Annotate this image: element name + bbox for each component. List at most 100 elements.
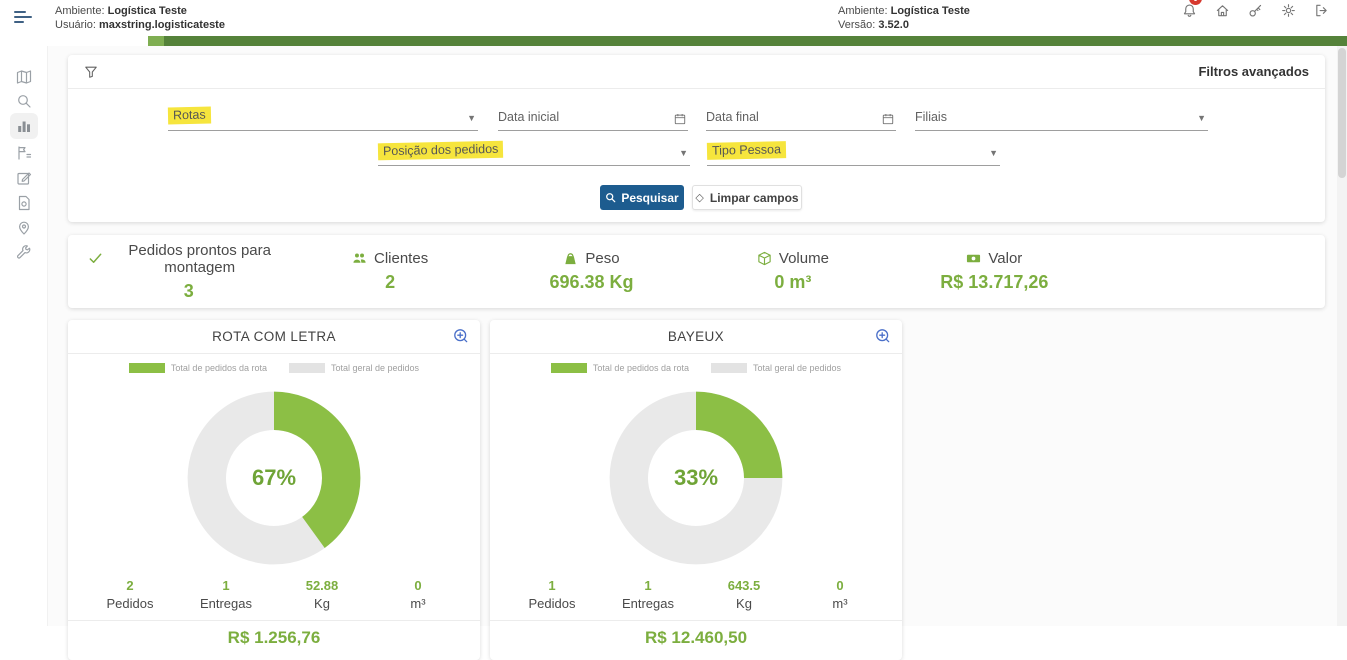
summary-value: 2 [385,272,396,292]
data-final-input[interactable]: Data final [706,103,896,131]
cube-icon [758,251,771,266]
map-icon [16,70,32,84]
chevron-down-icon: ▼ [679,148,688,158]
environment-info-left: Ambiente: Logística Teste Usuário: maxst… [55,4,225,32]
check-icon [89,253,102,263]
calendar-icon[interactable] [674,112,686,125]
summary-volume: Volume 0 m³ [692,250,893,293]
stat-label: Pedidos [528,596,576,611]
main-content: Filtros avançados Rotas ▼ Data inicial D… [48,46,1347,660]
money-icon [967,254,981,263]
expand-card-button[interactable] [452,328,470,346]
stat-label: Entregas [199,596,253,611]
summary-value: 0 m³ [774,272,812,292]
top-header: Ambiente: Logística Teste Usuário: maxst… [0,0,1347,36]
user-value: maxstring.logisticateste [99,19,225,31]
summary-peso: Peso 696.38 Kg [491,250,692,293]
chevron-down-icon: ▼ [1197,113,1206,123]
env-value: Logística Teste [107,5,187,17]
summary-valor: Valor R$ 13.717,26 [894,250,1095,293]
summary-pedidos-prontos: Pedidos prontos para montagem 3 [88,242,289,302]
route-card-title: ROTA COM LETRA [212,329,336,344]
home-icon [1216,5,1228,17]
document-gear-icon [18,195,30,211]
version-value: 3.52.0 [878,19,909,31]
route-card-stats: 2 Pedidos 1 Entregas 52.88 Kg 0 m³ [68,578,480,611]
logout-button[interactable] [1309,0,1333,18]
search-button[interactable]: Pesquisar [600,185,684,210]
filiais-select[interactable]: Filiais ▼ [915,103,1208,131]
donut-legend: Total de pedidos da rota Total geral de … [490,358,902,378]
sidebar-item-documents[interactable] [10,190,38,216]
summary-label: Volume [778,250,829,267]
sidebar-item-search[interactable] [10,88,38,114]
home-button[interactable] [1210,0,1234,18]
sidebar-item-edit[interactable] [10,165,38,191]
stat-label: Entregas [621,596,675,611]
scrollbar-thumb[interactable] [1338,48,1346,178]
legend-swatch-rota [128,363,165,373]
stat-value: 1 [644,578,652,593]
chevron-down-icon: ▼ [989,148,998,158]
donut-chart: 33% [600,382,792,574]
tipo-pessoa-label: Tipo Pessoa [706,141,787,160]
sidebar [0,46,48,626]
divider [68,620,480,621]
filter-funnel-icon[interactable] [84,65,98,79]
route-card-stats: 1 Pedidos 1 Entregas 643.5 Kg 0 m³ [490,578,902,611]
stat-label: m³ [832,596,848,611]
scrollbar [1337,46,1347,626]
summary-label: Pedidos prontos para montagem [128,241,271,276]
hamburger-menu-icon[interactable] [14,9,34,27]
tipo-pessoa-select[interactable]: Tipo Pessoa ▼ [706,138,1000,166]
notification-badge: 0 [1189,0,1202,5]
stat-value: 643.5 [727,578,761,593]
chevron-down-icon: ▼ [467,113,476,123]
settings-button[interactable] [1276,0,1300,18]
summary-label: Peso [585,250,620,267]
user-label: Usuário: [55,19,96,31]
data-inicial-input[interactable]: Data inicial [498,103,688,131]
filiais-label: Filiais [915,110,947,124]
version-label: Versão: [838,19,876,31]
summary-value: R$ 13.717,26 [940,272,1049,292]
summary-label: Valor [988,250,1023,267]
clear-button-label: Limpar campos [709,190,799,205]
summary-value: 696.38 Kg [549,272,634,292]
stat-value: 52.88 [305,578,339,593]
posicao-pedidos-select[interactable]: Posição dos pedidos ▼ [377,138,690,166]
route-card-bayeux: BAYEUX Total de pedidos da rota Total ge… [490,320,902,660]
legend-label: Total geral de pedidos [331,363,420,373]
expand-card-button[interactable] [874,328,892,346]
stat-value: 1 [548,578,556,593]
clear-fields-button[interactable]: ◇ Limpar campos [692,185,802,210]
search-button-label: Pesquisar [621,190,679,205]
bar-chart-icon [18,121,30,132]
data-inicial-label: Data inicial [498,110,560,124]
legend-label: Total de pedidos da rota [170,363,267,373]
summary-value: 3 [183,280,194,301]
sidebar-item-routes[interactable] [10,140,38,166]
accent-bar-segment [148,36,164,46]
sidebar-item-locations[interactable] [10,215,38,241]
donut-percent-label: 67% [251,465,297,490]
sidebar-item-tools[interactable] [10,240,38,266]
header-actions: 0 [1177,0,1333,18]
sidebar-item-dashboard[interactable] [10,113,38,139]
summary-clientes: Clientes 2 [289,250,490,293]
notifications-button[interactable]: 0 [1177,0,1202,18]
legend-swatch-rota [550,363,587,373]
sidebar-item-map[interactable] [10,64,38,90]
key-button[interactable] [1243,0,1267,18]
eraser-icon: ◇ [695,192,704,204]
search-icon [18,95,31,108]
flag-list-icon [18,146,32,160]
bell-icon [1183,4,1195,17]
advanced-filters-toggle[interactable]: Filtros avançados [1198,64,1309,79]
calendar-icon[interactable] [882,112,894,125]
legend-swatch-geral [711,363,747,373]
divider [490,620,902,621]
stat-value: 0 [414,578,422,593]
rotas-select[interactable]: Rotas ▼ [167,103,478,131]
legend-swatch-geral [289,363,325,373]
